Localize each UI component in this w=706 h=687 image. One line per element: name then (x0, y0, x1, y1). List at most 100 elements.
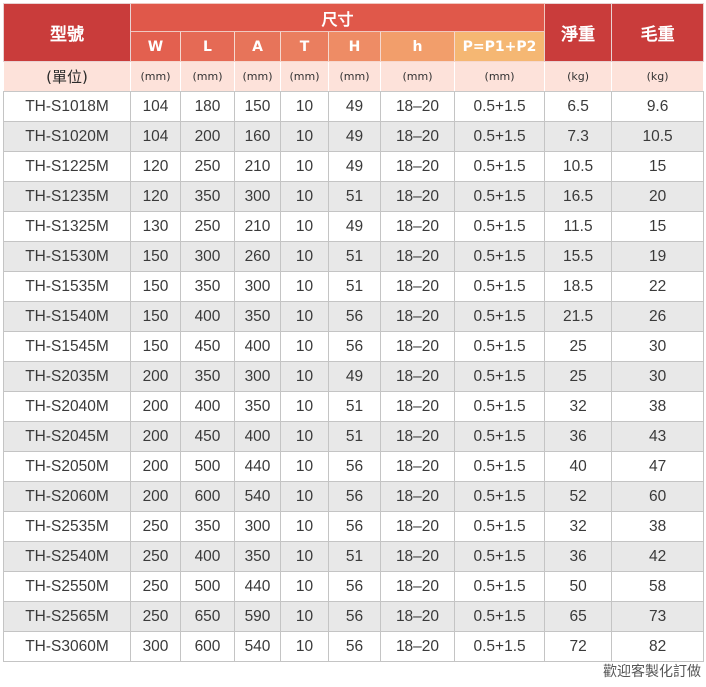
table-cell: 0.5+1.5 (455, 242, 545, 272)
table-cell: 56 (329, 332, 381, 362)
table-cell: 0.5+1.5 (455, 272, 545, 302)
table-cell: 36 (545, 422, 612, 452)
table-cell: 18–20 (381, 602, 455, 632)
table-row: TH-S1225M120250210104918–200.5+1.510.515 (4, 152, 704, 182)
model-cell: TH-S2550M (4, 572, 131, 602)
table-cell: 210 (235, 212, 281, 242)
table-cell: 300 (131, 632, 181, 662)
unit-cell: (mm) (455, 62, 545, 92)
table-row: TH-S1535M150350300105118–200.5+1.518.522 (4, 272, 704, 302)
table-cell: 56 (329, 452, 381, 482)
subheader-cell: A (235, 32, 281, 62)
table-cell: 30 (612, 332, 704, 362)
table-cell: 10.5 (612, 122, 704, 152)
table-cell: 260 (235, 242, 281, 272)
table-cell: 300 (235, 182, 281, 212)
subheader-cell: H (329, 32, 381, 62)
model-cell: TH-S1540M (4, 302, 131, 332)
table-cell: 18–20 (381, 182, 455, 212)
table-cell: 7.3 (545, 122, 612, 152)
table-cell: 18–20 (381, 242, 455, 272)
table-cell: 10 (281, 212, 329, 242)
table-cell: 10 (281, 452, 329, 482)
table-cell: 49 (329, 122, 381, 152)
table-cell: 200 (131, 482, 181, 512)
table-cell: 200 (131, 392, 181, 422)
table-cell: 6.5 (545, 92, 612, 122)
table-cell: 16.5 (545, 182, 612, 212)
table-cell: 18–20 (381, 452, 455, 482)
table-cell: 49 (329, 362, 381, 392)
model-cell: TH-S1018M (4, 92, 131, 122)
table-cell: 15 (612, 212, 704, 242)
table-row: TH-S2050M200500440105618–200.5+1.54047 (4, 452, 704, 482)
table-cell: 51 (329, 182, 381, 212)
table-cell: 350 (181, 272, 235, 302)
table-cell: 200 (131, 422, 181, 452)
unit-cell: (kg) (612, 62, 704, 92)
table-cell: 350 (235, 542, 281, 572)
table-cell: 0.5+1.5 (455, 212, 545, 242)
table-row: TH-S1540M150400350105618–200.5+1.521.526 (4, 302, 704, 332)
table-cell: 18–20 (381, 632, 455, 662)
table-row: TH-S2045M200450400105118–200.5+1.53643 (4, 422, 704, 452)
model-cell: TH-S1545M (4, 332, 131, 362)
table-cell: 650 (181, 602, 235, 632)
table-cell: 250 (131, 602, 181, 632)
table-cell: 51 (329, 272, 381, 302)
table-cell: 300 (235, 362, 281, 392)
table-cell: 18–20 (381, 392, 455, 422)
table-cell: 10 (281, 332, 329, 362)
footnote: 歡迎客製化訂做 (603, 661, 701, 681)
table-cell: 0.5+1.5 (455, 452, 545, 482)
table-cell: 25 (545, 362, 612, 392)
table-cell: 250 (131, 542, 181, 572)
table-cell: 450 (181, 332, 235, 362)
table-cell: 18–20 (381, 122, 455, 152)
table-cell: 56 (329, 302, 381, 332)
table-cell: 58 (612, 572, 704, 602)
table-cell: 400 (181, 392, 235, 422)
unit-cell: (mm) (329, 62, 381, 92)
model-cell: TH-S3060M (4, 632, 131, 662)
table-cell: 10 (281, 362, 329, 392)
table-cell: 51 (329, 422, 381, 452)
table-cell: 350 (181, 362, 235, 392)
table-row: TH-S2540M250400350105118–200.5+1.53642 (4, 542, 704, 572)
table-row: TH-S2035M200350300104918–200.5+1.52530 (4, 362, 704, 392)
table-cell: 40 (545, 452, 612, 482)
table-cell: 450 (181, 422, 235, 452)
model-cell: TH-S2045M (4, 422, 131, 452)
unit-row: (單位) (mm)(mm)(mm)(mm)(mm)(mm)(mm)(kg)(kg… (4, 62, 704, 92)
table-cell: 150 (235, 92, 281, 122)
table-cell: 50 (545, 572, 612, 602)
table-cell: 210 (235, 152, 281, 182)
model-cell: TH-S2050M (4, 452, 131, 482)
table-cell: 10 (281, 482, 329, 512)
table-cell: 10 (281, 392, 329, 422)
table-cell: 0.5+1.5 (455, 392, 545, 422)
table-cell: 0.5+1.5 (455, 422, 545, 452)
table-cell: 350 (181, 182, 235, 212)
model-cell: TH-S2060M (4, 482, 131, 512)
table-cell: 10 (281, 122, 329, 152)
table-cell: 56 (329, 602, 381, 632)
table-cell: 400 (235, 422, 281, 452)
table-cell: 18–20 (381, 572, 455, 602)
table-cell: 400 (181, 302, 235, 332)
table-row: TH-S1235M120350300105118–200.5+1.516.520 (4, 182, 704, 212)
table-row: TH-S2040M200400350105118–200.5+1.53238 (4, 392, 704, 422)
table-cell: 250 (181, 212, 235, 242)
table-cell: 0.5+1.5 (455, 602, 545, 632)
table-cell: 49 (329, 152, 381, 182)
model-cell: TH-S1235M (4, 182, 131, 212)
model-cell: TH-S1225M (4, 152, 131, 182)
table-cell: 200 (181, 122, 235, 152)
table-cell: 21.5 (545, 302, 612, 332)
unit-cell: (mm) (181, 62, 235, 92)
table-cell: 0.5+1.5 (455, 632, 545, 662)
table-cell: 38 (612, 392, 704, 422)
table-cell: 120 (131, 152, 181, 182)
table-cell: 10 (281, 272, 329, 302)
table-cell: 10 (281, 512, 329, 542)
